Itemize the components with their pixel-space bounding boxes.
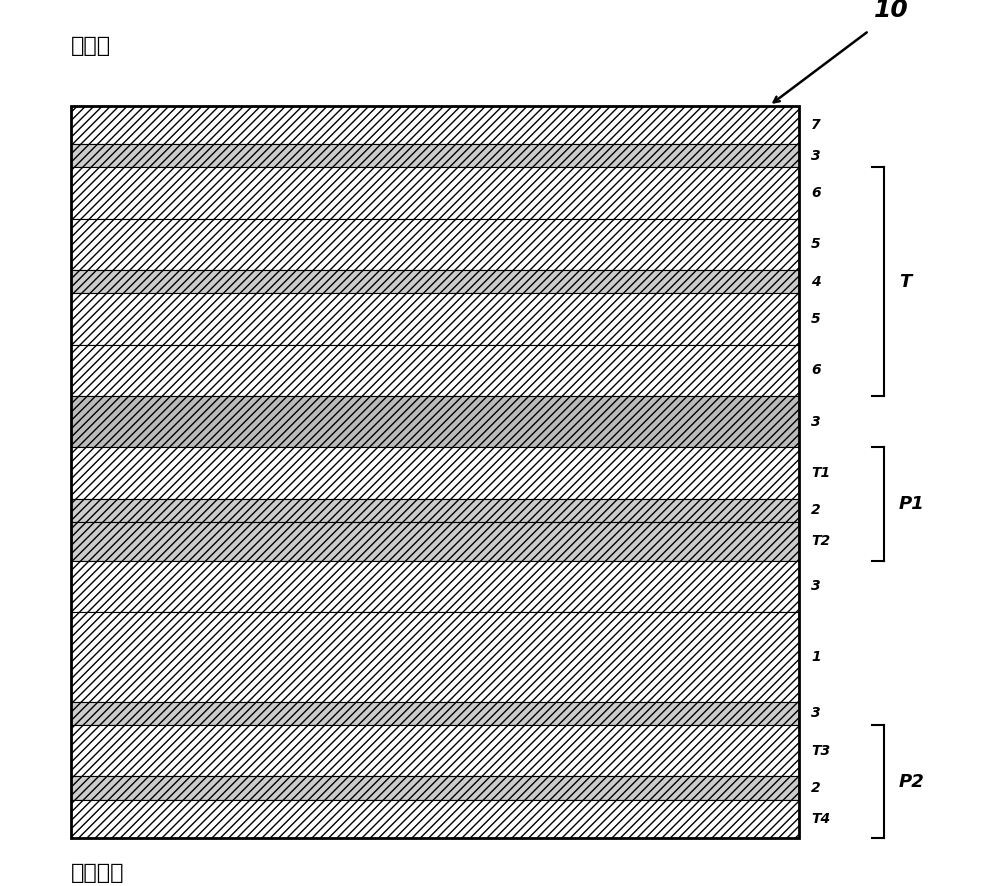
Text: 7: 7 [811,118,821,132]
Text: 5: 5 [811,312,821,326]
Bar [71,612,799,702]
Text: 5: 5 [811,237,821,252]
Text: T4: T4 [811,812,830,826]
Bar [71,219,799,270]
Bar [71,776,799,799]
Bar [71,105,799,144]
Bar [71,293,799,345]
Text: 6: 6 [811,363,821,377]
Text: 3: 3 [811,149,821,163]
Bar [71,219,799,270]
Text: 3: 3 [811,579,821,594]
Bar [71,561,799,612]
Text: 背光灯侧: 背光灯侧 [71,863,125,883]
Text: T: T [899,273,911,291]
Bar [71,561,799,612]
Text: 2: 2 [811,503,821,517]
Text: T3: T3 [811,743,830,758]
Bar [71,345,799,396]
Text: 2: 2 [811,781,821,795]
Bar [71,144,799,167]
Bar [71,105,799,838]
Text: 识别侧: 识别侧 [71,35,111,56]
Text: 1: 1 [811,650,821,664]
Bar [71,725,799,776]
Bar [71,702,799,725]
Bar [71,396,799,447]
Text: P2: P2 [899,773,925,790]
Bar [71,799,799,838]
Text: 10: 10 [874,0,909,22]
Bar [71,345,799,396]
Bar [71,799,799,838]
Bar [71,447,799,499]
Bar [71,725,799,776]
Text: T2: T2 [811,534,830,548]
Bar [71,522,799,561]
Bar [71,167,799,219]
Text: 3: 3 [811,415,821,429]
Text: P1: P1 [899,495,925,513]
Text: 4: 4 [811,275,821,289]
Text: 6: 6 [811,186,821,200]
Bar [71,293,799,345]
Text: 3: 3 [811,706,821,720]
Bar [71,167,799,219]
Bar [71,270,799,293]
Text: T1: T1 [811,466,830,480]
Bar [71,499,799,522]
Bar [71,105,799,144]
Bar [71,447,799,499]
Bar [71,612,799,702]
